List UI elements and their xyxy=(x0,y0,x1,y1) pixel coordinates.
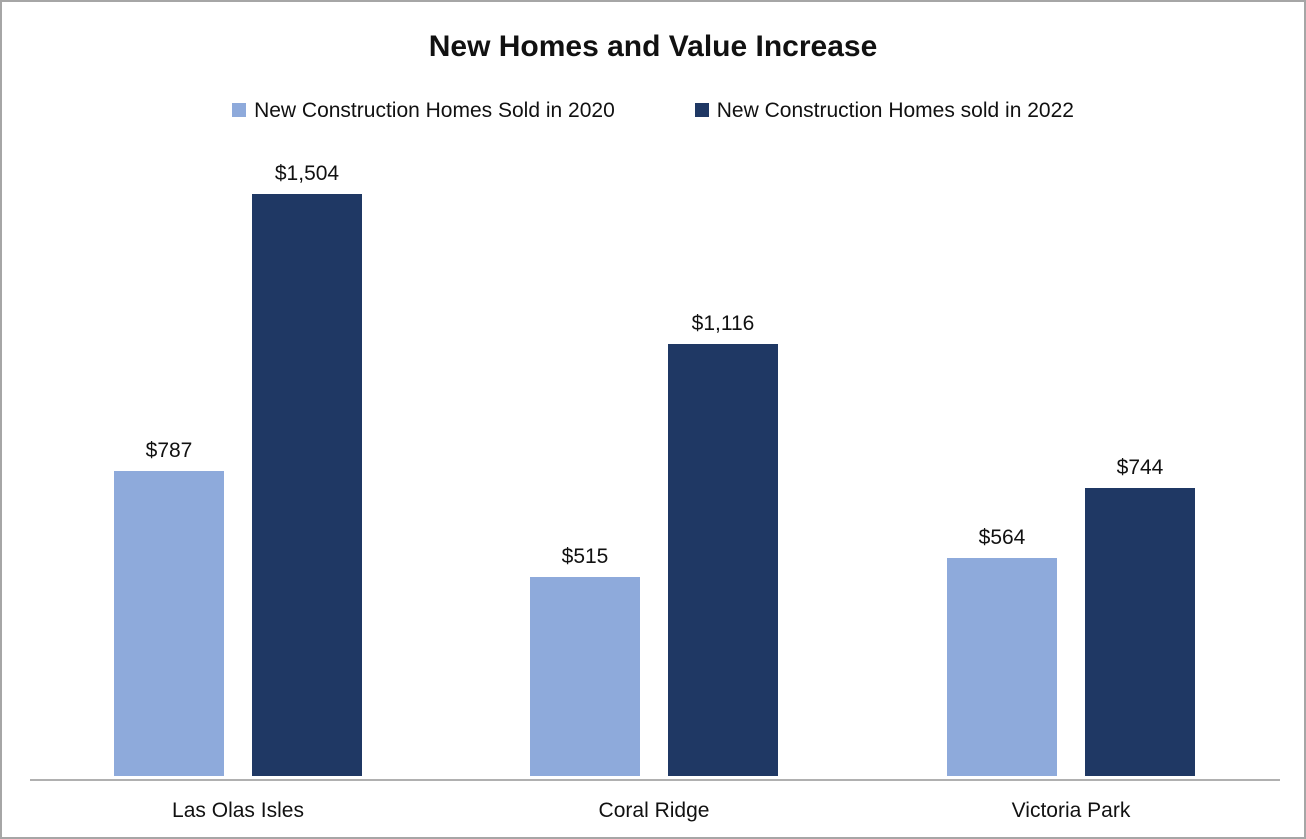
legend-item: New Construction Homes Sold in 2020 xyxy=(232,99,615,123)
bar-value-label: $515 xyxy=(561,545,609,568)
chart-title: New Homes and Value Increase xyxy=(428,30,878,63)
bar-value-label: $744 xyxy=(1116,456,1164,479)
legend-item: New Construction Homes sold in 2022 xyxy=(694,99,1074,123)
bar xyxy=(668,344,778,776)
x-axis-line xyxy=(30,779,1280,781)
bar xyxy=(114,471,224,776)
legend-swatch-icon xyxy=(694,103,709,117)
bar xyxy=(530,577,640,776)
category-label: Coral Ridge xyxy=(598,799,710,822)
legend-swatch-icon xyxy=(232,103,247,117)
bar xyxy=(947,558,1057,776)
bar-value-label: $787 xyxy=(145,439,193,462)
bar-value-label: $564 xyxy=(978,526,1026,549)
bar-value-label: $1,504 xyxy=(274,162,340,185)
category-label: Las Olas Isles xyxy=(172,799,304,822)
legend: New Construction Homes Sold in 2020 New C… xyxy=(2,99,1304,123)
category-label: Victoria Park xyxy=(1011,799,1131,822)
bar-value-label: $1,116 xyxy=(691,312,755,335)
legend-label: New Construction Homes sold in 2022 xyxy=(716,99,1074,122)
bar xyxy=(1085,488,1195,776)
bar xyxy=(252,194,362,776)
legend-label: New Construction Homes Sold in 2020 xyxy=(254,99,615,122)
